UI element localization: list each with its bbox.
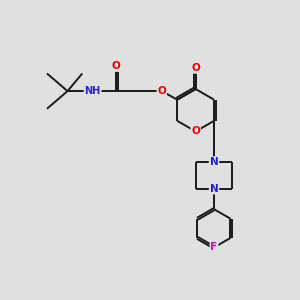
Text: O: O	[191, 126, 200, 136]
Text: O: O	[158, 86, 166, 96]
Text: N: N	[210, 184, 218, 194]
Text: O: O	[191, 63, 200, 73]
Text: O: O	[112, 61, 121, 71]
Text: NH: NH	[85, 86, 101, 96]
Text: N: N	[210, 157, 218, 167]
Text: F: F	[210, 242, 218, 253]
